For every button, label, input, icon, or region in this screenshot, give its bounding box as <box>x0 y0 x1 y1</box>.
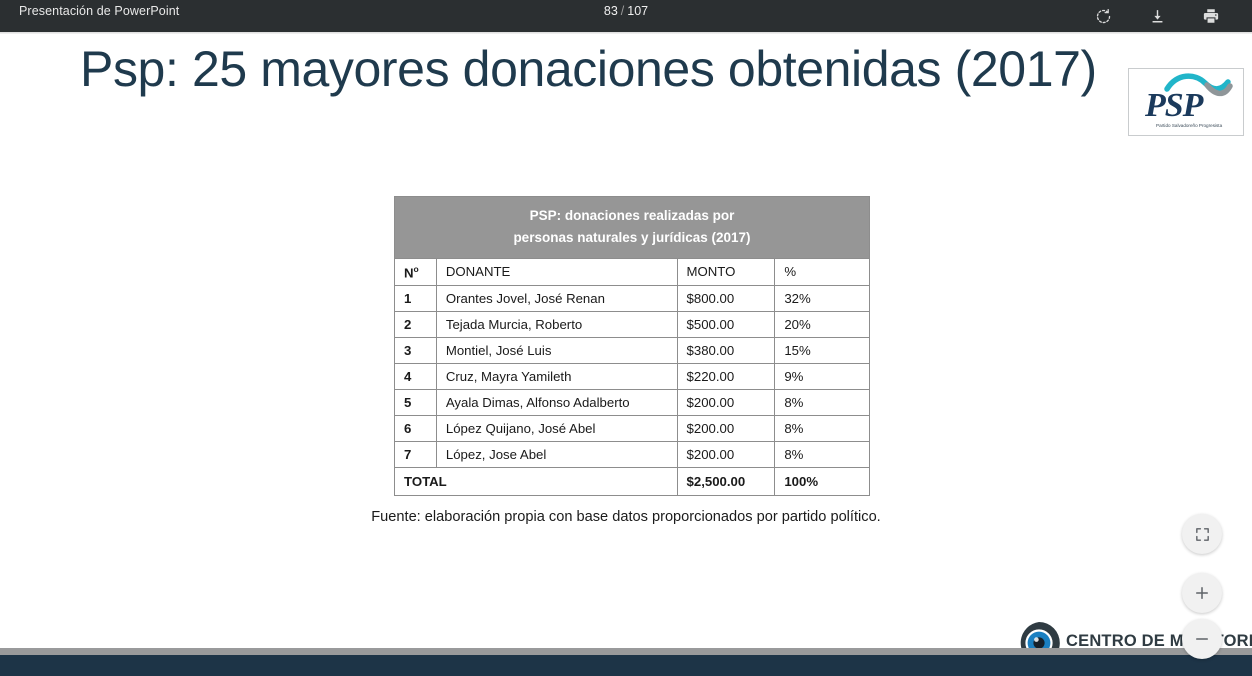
table-total-row: TOTAL $2,500.00 100% <box>394 466 870 496</box>
table-row: 4 Cruz, Mayra Yamileth $220.00 9% <box>394 362 870 390</box>
row-number: 1 <box>394 284 437 312</box>
row-donante: Cruz, Mayra Yamileth <box>435 362 678 390</box>
rotate-icon[interactable] <box>1092 5 1114 27</box>
table-caption: PSP: donaciones realizadas por personas … <box>394 196 870 259</box>
total-label: TOTAL <box>394 466 678 496</box>
row-monto: $200.00 <box>676 440 776 468</box>
column-header-donante: DONANTE <box>435 257 678 286</box>
row-donante: Montiel, José Luis <box>435 336 678 364</box>
page-top-edge <box>0 32 1252 34</box>
psp-tagline: Partido Salvadoreño Progresista <box>1156 123 1223 128</box>
page-gap <box>0 648 1252 655</box>
page-indicator: 83/107 <box>0 4 1252 18</box>
row-number: 5 <box>394 388 437 416</box>
source-note: Fuente: elaboración propia con base dato… <box>371 509 881 525</box>
fit-to-page-button[interactable] <box>1182 514 1222 554</box>
table-row: 6 López Quijano, José Abel $200.00 8% <box>394 414 870 442</box>
row-donante: López Quijano, José Abel <box>435 414 678 442</box>
row-monto: $380.00 <box>676 336 776 364</box>
table-row: 1 Orantes Jovel, José Renan $800.00 32% <box>394 284 870 312</box>
row-number: 2 <box>394 310 437 338</box>
table-caption-line-2: personas naturales y jurídicas (2017) <box>513 229 751 245</box>
page-title: Psp: 25 mayores donaciones obtenidas (20… <box>80 41 1097 97</box>
current-page-number: 83 <box>603 4 618 18</box>
svg-text:PSP: PSP <box>1144 87 1204 124</box>
download-icon[interactable] <box>1146 5 1168 27</box>
table-caption-row: PSP: donaciones realizadas por personas … <box>394 196 870 259</box>
row-percent: 15% <box>774 336 870 364</box>
row-monto: $220.00 <box>676 362 776 390</box>
row-monto: $200.00 <box>676 388 776 416</box>
next-page-edge <box>0 655 1252 676</box>
document-title: Presentación de PowerPoint <box>19 4 180 18</box>
row-percent: 8% <box>774 414 870 442</box>
total-page-count: 107 <box>627 4 649 18</box>
row-donante: Tejada Murcia, Roberto <box>435 310 678 338</box>
toolbar-actions <box>1092 0 1222 32</box>
table-row: 7 López, Jose Abel $200.00 8% <box>394 440 870 468</box>
zoom-in-button[interactable] <box>1182 573 1222 613</box>
zoom-out-button[interactable] <box>1182 619 1222 659</box>
row-monto: $200.00 <box>676 414 776 442</box>
row-percent: 9% <box>774 362 870 390</box>
psp-logo: PSP Partido Salvadoreño Progresista <box>1128 68 1244 136</box>
row-number: 4 <box>394 362 437 390</box>
table-header-row: No DONANTE MONTO % <box>394 257 870 286</box>
row-percent: 8% <box>774 440 870 468</box>
row-monto: $800.00 <box>676 284 776 312</box>
column-header-n: No <box>394 257 437 286</box>
column-header-percent: % <box>774 257 870 286</box>
row-percent: 32% <box>774 284 870 312</box>
total-percent: 100% <box>774 466 870 496</box>
donations-table: PSP: donaciones realizadas por personas … <box>394 196 870 496</box>
row-donante: Ayala Dimas, Alfonso Adalberto <box>435 388 678 416</box>
row-donante: Orantes Jovel, José Renan <box>435 284 678 312</box>
row-number: 7 <box>394 440 437 468</box>
column-header-monto: MONTO <box>676 257 776 286</box>
row-percent: 8% <box>774 388 870 416</box>
viewer-toolbar: Presentación de PowerPoint 83/107 <box>0 0 1252 32</box>
watermark-line-1: CENTRO DE MONITOREO DE <box>1066 632 1252 648</box>
page-separator: / <box>620 4 625 18</box>
table-body: 1 Orantes Jovel, José Renan $800.00 32% … <box>394 284 870 496</box>
table-column-head: No DONANTE MONTO % <box>394 257 870 286</box>
row-number: 3 <box>394 336 437 364</box>
table-caption-head: PSP: donaciones realizadas por personas … <box>394 196 870 259</box>
table-row: 3 Montiel, José Luis $380.00 15% <box>394 336 870 364</box>
slide-page: Psp: 25 mayores donaciones obtenidas (20… <box>0 32 1252 648</box>
table-caption-line-1: PSP: donaciones realizadas por <box>529 208 735 223</box>
table-row: 2 Tejada Murcia, Roberto $500.00 20% <box>394 310 870 338</box>
row-donante: López, Jose Abel <box>435 440 678 468</box>
row-number: 6 <box>394 414 437 442</box>
row-monto: $500.00 <box>676 310 776 338</box>
table-row: 5 Ayala Dimas, Alfonso Adalberto $200.00… <box>394 388 870 416</box>
row-percent: 20% <box>774 310 870 338</box>
total-monto: $2,500.00 <box>676 466 776 496</box>
eye-pin-icon <box>1020 622 1060 648</box>
print-icon[interactable] <box>1200 5 1222 27</box>
